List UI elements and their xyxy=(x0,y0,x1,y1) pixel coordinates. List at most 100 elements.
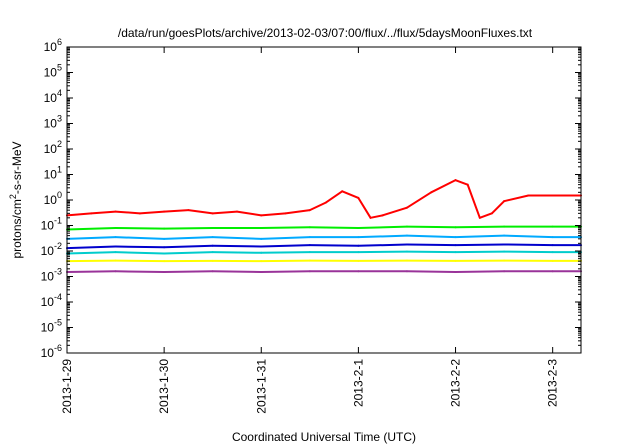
series-0-segment xyxy=(503,194,530,203)
series-0-segment xyxy=(90,210,117,215)
series-2-segment xyxy=(260,236,311,240)
y-tick-base: 10 xyxy=(44,168,58,182)
series-0-segment xyxy=(187,209,214,215)
series-3-segment xyxy=(405,243,457,247)
series-0-segment xyxy=(454,179,469,186)
series-3-segment xyxy=(66,245,117,250)
y-tick-label: 103 xyxy=(44,114,62,131)
series-1 xyxy=(66,225,582,231)
series-0-segment xyxy=(284,209,311,215)
y-tick-base: 10 xyxy=(44,142,58,156)
series-6-segment xyxy=(211,270,263,274)
series-1-segment xyxy=(357,225,408,229)
series-6-segment xyxy=(454,270,506,274)
y-tick-base: 10 xyxy=(41,321,55,335)
y-tick-base: 10 xyxy=(44,66,58,80)
series-0-segment xyxy=(260,212,287,217)
series-3-segment xyxy=(503,243,554,247)
series-6-segment xyxy=(260,270,311,274)
series-3 xyxy=(66,243,582,250)
series-2-segment xyxy=(211,236,263,240)
series-0 xyxy=(66,179,582,219)
series-2-segment xyxy=(503,234,554,239)
y-tick-base: 10 xyxy=(41,295,55,309)
y-tick-base: 10 xyxy=(41,244,55,258)
series-5-segment xyxy=(260,259,311,263)
series-6-segment xyxy=(405,270,457,274)
series-4-segment xyxy=(454,250,506,254)
series-5-segment xyxy=(66,259,117,263)
y-tick-label: 10-6 xyxy=(41,343,62,360)
y-axis-label: protons/cm2-s-sr-MeV xyxy=(8,141,24,258)
y-tick-exponent: -5 xyxy=(54,318,62,328)
series-3-segment xyxy=(211,244,263,248)
x-tick-label: 2013-1-29 xyxy=(60,359,74,414)
series-layer xyxy=(66,179,582,274)
y-tick-label: 104 xyxy=(44,88,62,105)
y-tick-base: 10 xyxy=(44,193,58,207)
y-tick-label: 102 xyxy=(44,139,62,156)
series-4-segment xyxy=(260,251,311,254)
y-tick-label: 10-4 xyxy=(41,292,62,309)
series-0-segment xyxy=(490,200,506,215)
x-tick-label: 2013-2-1 xyxy=(351,359,365,407)
series-4 xyxy=(66,250,582,255)
series-0-segment xyxy=(66,212,93,217)
series-5 xyxy=(66,259,582,263)
y-tick-base: 10 xyxy=(41,270,55,284)
series-1-segment xyxy=(66,226,117,231)
x-tick-label: 2013-2-3 xyxy=(546,359,560,407)
y-tick-label: 10-3 xyxy=(41,267,62,284)
x-axis-label: Coordinated Universal Time (UTC) xyxy=(232,430,416,444)
y-tick-exponent: 6 xyxy=(57,37,62,47)
series-2-segment xyxy=(163,236,214,240)
series-3-segment xyxy=(163,244,214,249)
series-1-segment xyxy=(405,225,457,229)
series-1-segment xyxy=(163,226,214,230)
y-tick-base: 10 xyxy=(44,117,58,131)
series-3-segment xyxy=(308,244,360,247)
y-axis-label-rest: -s-sr-MeV xyxy=(10,141,24,194)
y-tick-base: 10 xyxy=(44,91,58,105)
series-4-segment xyxy=(211,251,263,254)
x-tick-label: 2013-1-30 xyxy=(157,359,171,414)
y-tick-label: 10-5 xyxy=(41,318,62,335)
y-tick-base: 10 xyxy=(44,40,58,54)
y-tick-exponent: -1 xyxy=(54,216,62,226)
series-4-segment xyxy=(357,250,408,254)
y-tick-exponent: -6 xyxy=(54,343,62,353)
series-1-segment xyxy=(454,225,506,229)
series-0-segment xyxy=(341,190,360,199)
series-4-segment xyxy=(163,251,214,255)
series-0-segment xyxy=(235,210,263,217)
series-6 xyxy=(66,270,582,274)
series-0-segment xyxy=(211,210,238,215)
y-tick-base: 10 xyxy=(41,219,55,233)
series-2-segment xyxy=(357,234,408,239)
series-2 xyxy=(66,234,582,240)
series-0-segment xyxy=(466,183,481,219)
series-0-segment xyxy=(405,191,433,209)
series-1-segment xyxy=(308,226,360,229)
y-tick-label: 105 xyxy=(44,63,62,80)
y-tick-exponent: 5 xyxy=(57,63,62,73)
series-5-segment xyxy=(114,259,166,263)
y-tick-label: 101 xyxy=(44,165,62,182)
y-tick-exponent: -2 xyxy=(54,241,62,251)
y-tick-label: 100 xyxy=(44,190,62,207)
x-axis-ticks: 2013-1-29 2013-1-30 2013-1-31 2013-2-1 2013-… xyxy=(60,47,560,414)
y-tick-exponent: -4 xyxy=(54,292,62,302)
series-2-segment xyxy=(454,234,506,239)
series-0-segment xyxy=(357,196,372,219)
x-tick-label: 2013-2-2 xyxy=(449,359,463,407)
series-1-segment xyxy=(260,226,311,229)
y-tick-exponent: 4 xyxy=(57,88,62,98)
y-tick-exponent: 3 xyxy=(57,114,62,124)
series-0-segment xyxy=(430,179,457,194)
series-6-segment xyxy=(66,270,117,274)
series-2-segment xyxy=(66,236,117,240)
y-tick-base: 10 xyxy=(41,346,55,360)
series-0-segment xyxy=(114,210,141,215)
series-2-segment xyxy=(405,234,457,239)
